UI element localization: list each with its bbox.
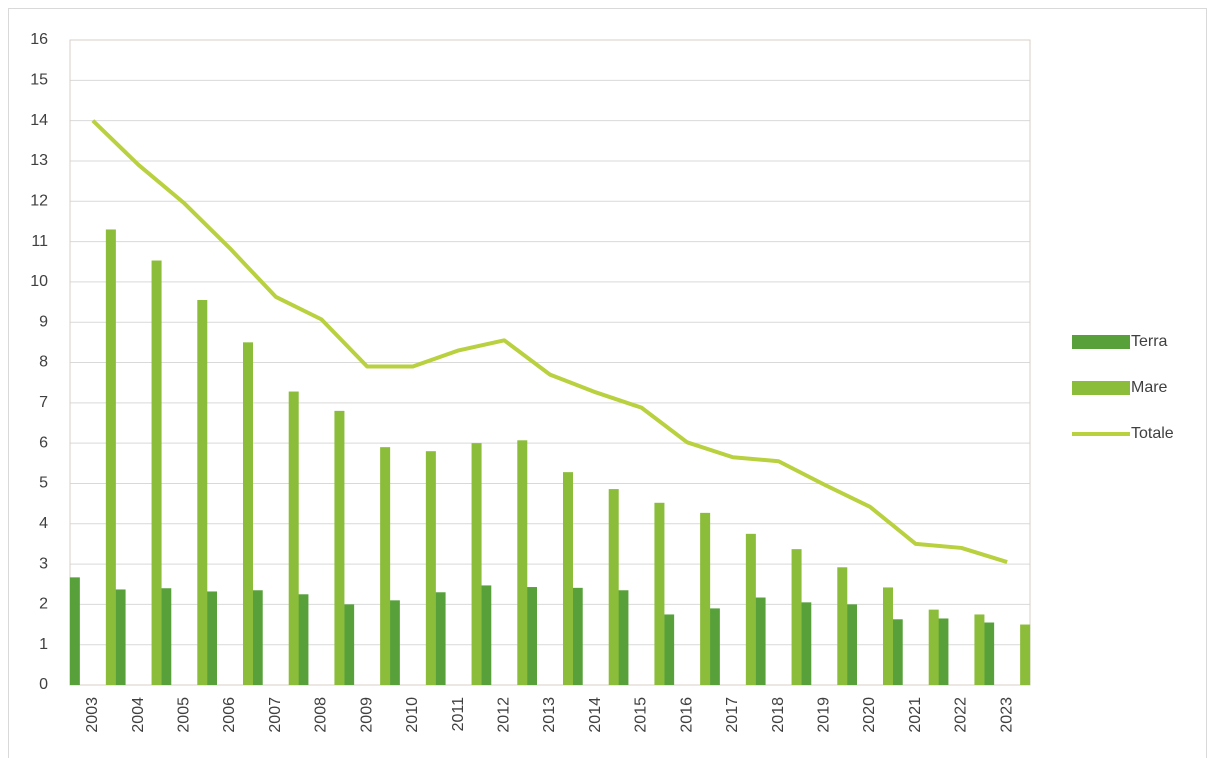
- bar: [745, 533, 756, 685]
- y-tick-label: 9: [39, 313, 48, 330]
- x-tick-label: 2003: [84, 697, 101, 733]
- bar: [471, 443, 482, 685]
- x-tick-label: 2018: [770, 697, 787, 733]
- x-tick-label: 2005: [176, 697, 193, 733]
- bar: [618, 590, 629, 685]
- bar: [664, 614, 675, 685]
- bar: [69, 577, 80, 685]
- bar: [791, 549, 802, 685]
- bar: [974, 614, 985, 685]
- bar: [481, 585, 492, 685]
- y-tick-label: 1: [39, 636, 48, 653]
- x-tick-label: 2011: [450, 697, 467, 732]
- y-tick-label: 0: [39, 676, 48, 693]
- x-tick-label: 2012: [496, 697, 513, 733]
- x-tick-label: 2010: [404, 697, 421, 733]
- x-tick-label: 2019: [816, 697, 833, 733]
- x-tick-label: 2008: [313, 697, 330, 733]
- bar: [243, 342, 253, 685]
- bar: [563, 472, 573, 685]
- x-tick-label: 2020: [861, 697, 878, 733]
- y-tick-label: 7: [39, 394, 48, 411]
- bar: [425, 451, 436, 685]
- bar: [837, 567, 848, 685]
- bar: [105, 229, 116, 685]
- y-tick-label: 8: [39, 354, 48, 371]
- legend-label: Totale: [1131, 425, 1174, 442]
- legend-key: [1072, 381, 1130, 395]
- x-tick-label: 2014: [587, 697, 604, 733]
- x-tick-label: 2013: [541, 697, 558, 733]
- bar: [517, 440, 528, 685]
- bar: [115, 589, 126, 685]
- bar: [1020, 624, 1031, 685]
- x-tick-label: 2015: [633, 697, 650, 733]
- legend-label: Terra: [1131, 333, 1168, 350]
- bar: [608, 489, 619, 685]
- bar: [928, 609, 939, 685]
- bar: [435, 592, 446, 685]
- bar: [755, 597, 766, 685]
- bar: [207, 591, 217, 685]
- bar: [572, 587, 583, 685]
- y-tick-label: 13: [30, 152, 48, 169]
- legend-key: [1072, 335, 1130, 349]
- x-tick-label: 2023: [998, 697, 1015, 733]
- y-tick-label: 5: [39, 475, 48, 492]
- y-tick-label: 14: [30, 112, 48, 129]
- bar: [334, 410, 345, 685]
- bar: [892, 619, 903, 685]
- bar: [389, 600, 400, 685]
- bar: [801, 602, 812, 685]
- y-tick-label: 11: [31, 233, 48, 250]
- x-tick-label: 2017: [724, 697, 741, 733]
- chart-border: [8, 8, 1207, 758]
- bar: [883, 587, 893, 685]
- x-tick-label: 2007: [267, 697, 284, 733]
- legend-label: Mare: [1131, 379, 1168, 396]
- y-tick-label: 4: [39, 515, 48, 532]
- bar: [938, 618, 949, 685]
- x-tick-label: 2004: [130, 697, 147, 733]
- plot-border: [69, 39, 1031, 686]
- bar: [252, 590, 263, 685]
- bar: [151, 260, 162, 685]
- bar: [709, 608, 720, 685]
- bar: [298, 594, 309, 685]
- y-tick-label: 3: [39, 555, 48, 572]
- bar: [527, 587, 537, 685]
- bar: [984, 622, 995, 685]
- bar: [654, 502, 665, 685]
- x-tick-label: 2009: [358, 697, 375, 733]
- y-tick-label: 2: [39, 596, 48, 613]
- bar: [700, 512, 711, 685]
- bar: [847, 604, 857, 685]
- x-tick-label: 2016: [678, 697, 695, 733]
- bar: [288, 391, 299, 685]
- bar: [380, 447, 391, 685]
- x-tick-label: 2022: [953, 697, 970, 733]
- y-tick-label: 6: [39, 434, 48, 451]
- x-tick-label: 2021: [907, 697, 924, 733]
- x-tick-label: 2006: [221, 697, 238, 733]
- y-tick-label: 12: [30, 192, 48, 209]
- bar: [344, 604, 355, 685]
- line: [91, 119, 1008, 564]
- bar: [161, 588, 172, 685]
- y-tick-label: 10: [30, 273, 48, 290]
- y-tick-label: 16: [30, 31, 48, 48]
- bar: [197, 300, 208, 685]
- y-tick-label: 15: [30, 72, 48, 89]
